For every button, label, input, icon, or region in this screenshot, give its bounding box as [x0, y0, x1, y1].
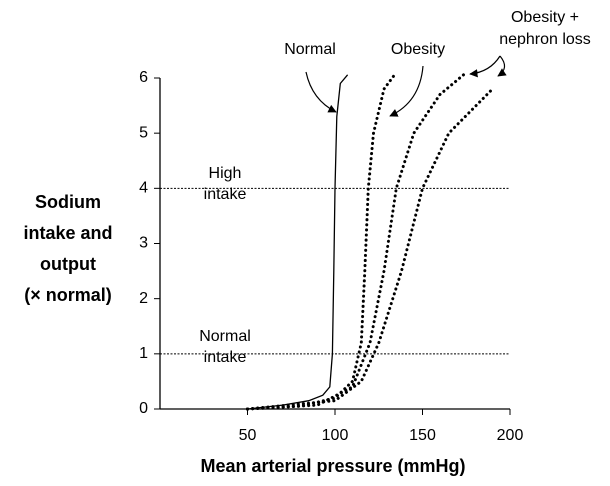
series-line [246, 87, 494, 411]
reference-label: intake [204, 186, 247, 203]
y-tick-label: 4 [139, 180, 148, 197]
y-axis-label: Sodium [35, 192, 101, 212]
series-line [246, 71, 468, 411]
y-tick-label: 3 [139, 235, 148, 252]
y-axis-label: (× normal) [24, 285, 112, 305]
reference-label: High [209, 165, 242, 182]
series-label: Obesity + nephron loss [499, 9, 591, 48]
y-tick-label: 6 [139, 69, 148, 86]
series-label: Normal [284, 41, 336, 58]
series-line [246, 71, 398, 411]
reference-label: Normal [199, 328, 251, 345]
arrow [497, 55, 507, 77]
arrow [469, 55, 501, 78]
reference-label: intake [204, 349, 247, 366]
y-tick-label: 5 [139, 124, 148, 141]
series-label: Obesity [391, 41, 445, 58]
y-axis-label: output [40, 254, 96, 274]
arrow [305, 71, 337, 113]
series-line [246, 74, 348, 410]
annotation-arrows [305, 55, 507, 117]
x-tick-label: 150 [409, 427, 436, 444]
x-tick-label: 100 [322, 427, 349, 444]
y-tick-label: 0 [139, 400, 148, 417]
y-tick-label: 2 [139, 290, 148, 307]
x-axis-label: Mean arterial pressure (mmHg) [200, 456, 465, 476]
x-tick-label: 200 [497, 427, 524, 444]
y-axis-label: intake and [23, 223, 112, 243]
y-tick-label: 1 [139, 345, 148, 362]
arrow [389, 65, 424, 117]
x-tick-label: 50 [239, 427, 257, 444]
